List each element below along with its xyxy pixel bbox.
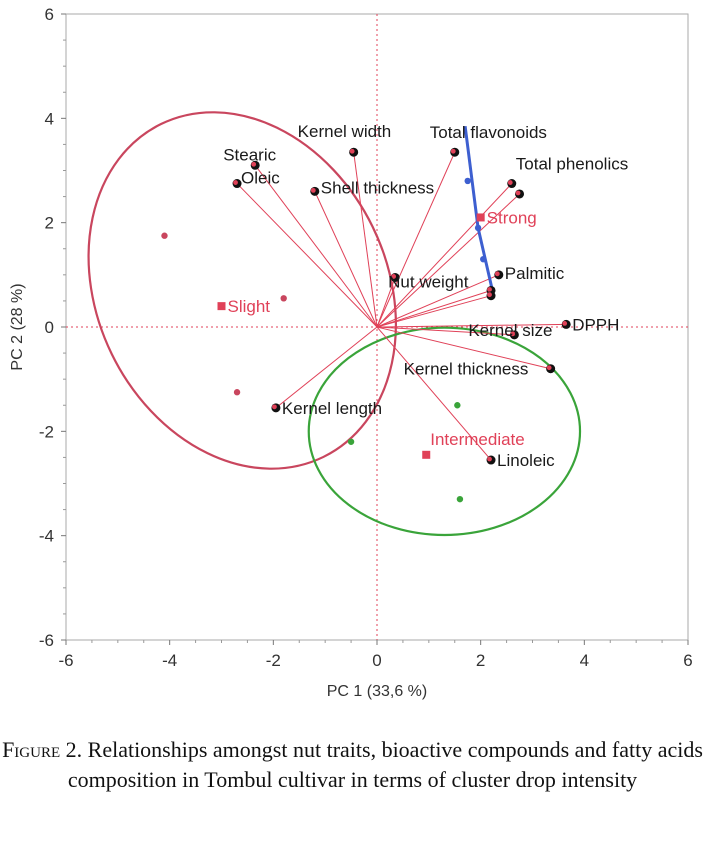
variable-point-accent	[487, 292, 492, 298]
y-tick-label: -4	[39, 527, 54, 546]
variable-point-accent	[349, 148, 355, 154]
loading-vector	[236, 183, 378, 328]
variable-label: Oleic	[241, 169, 280, 188]
caption-text: Relationships amongst nut traits, bioact…	[67, 737, 703, 792]
x-tick-label: 6	[683, 651, 692, 670]
variable-label: Kernel width	[298, 122, 392, 141]
observation-point	[456, 495, 464, 503]
caption-lead: Figure 2.	[2, 737, 83, 762]
variable-point-accent	[487, 287, 492, 292]
ellipse-intermediate	[307, 326, 582, 537]
variable-label: Kernel size	[468, 321, 552, 340]
loading-vector	[376, 323, 567, 328]
variable-point-accent	[507, 180, 513, 185]
x-tick-label: -4	[162, 651, 177, 670]
observation-point	[480, 255, 487, 263]
observation-point	[161, 232, 168, 239]
variable-label: Total flavonoids	[430, 123, 547, 142]
y-tick-label: 6	[45, 5, 54, 24]
y-axis-title: PC 2 (28 %)	[9, 283, 26, 370]
variable-point-accent	[562, 320, 568, 326]
group-label: Strong	[487, 208, 537, 227]
observation-point	[474, 224, 482, 232]
loading-vector	[376, 183, 513, 328]
loading-vector	[376, 193, 520, 328]
observation-point	[280, 295, 287, 302]
variable-point-accent	[391, 274, 397, 279]
x-tick-label: 0	[372, 651, 381, 670]
loading-vector	[376, 274, 500, 328]
group-label: Intermediate	[430, 430, 525, 449]
variable-point-accent	[515, 190, 521, 196]
loading-vector	[314, 191, 378, 328]
variable-point-accent	[546, 365, 552, 371]
x-tick-label: 4	[580, 651, 589, 670]
x-tick-label: 2	[476, 651, 485, 670]
loading-vector	[376, 290, 492, 328]
variable-label: Total phenolics	[516, 155, 628, 174]
variable-point-accent	[510, 331, 516, 337]
loading-vector	[376, 326, 515, 336]
observation-point	[233, 389, 241, 396]
group-centroid	[217, 302, 226, 311]
x-tick-label: -6	[58, 651, 73, 670]
y-tick-label: -2	[39, 422, 54, 441]
variable-label: Kernel length	[282, 399, 382, 418]
loading-vector	[254, 164, 378, 328]
ellipse-slight	[87, 111, 397, 470]
variable-label: DPPH	[572, 315, 619, 334]
variable-point-accent	[233, 180, 238, 185]
variable-point-accent	[272, 404, 277, 410]
variable-point-accent	[487, 456, 492, 462]
group-label: Slight	[228, 297, 271, 316]
variable-point-accent	[494, 271, 500, 277]
variable-point-accent	[310, 187, 316, 193]
x-axis-title: PC 1 (33,6 %)	[327, 683, 427, 700]
loading-vector	[376, 295, 492, 328]
x-tick-label: -2	[266, 651, 281, 670]
variable-label: Kernel thickness	[404, 360, 529, 379]
observation-point	[347, 438, 355, 445]
variable-point-accent	[450, 148, 456, 154]
loading-vector	[376, 152, 456, 328]
y-tick-label: -6	[39, 631, 54, 650]
loading-vector	[353, 152, 378, 328]
figure-caption: Figure 2. Relationships amongst nut trai…	[0, 735, 705, 795]
y-tick-label: 2	[45, 214, 54, 233]
variable-label: Shell thickness	[321, 178, 434, 197]
loading-vector	[376, 326, 551, 370]
variable-point-accent	[251, 161, 257, 167]
variable-label: Stearic	[223, 145, 276, 164]
observation-point	[464, 177, 471, 185]
y-tick-label: 4	[45, 109, 54, 128]
group-centroid	[476, 213, 485, 222]
y-tick-label: 0	[45, 318, 54, 337]
variable-label: Palmitic	[505, 264, 565, 283]
variable-label: Linoleic	[497, 451, 555, 470]
loading-vector	[376, 326, 492, 461]
group-centroid	[422, 450, 431, 459]
biplot-chart: -6 -4 -2 0 2 4 6 6 4 2 0 -2 -4 -6 PC 1 (33,6 %) PC 2 (2…	[9, 5, 693, 700]
variable-label: Nut weight	[388, 272, 469, 291]
loading-vector	[376, 277, 396, 328]
observation-point	[454, 402, 461, 409]
loading-vector	[275, 326, 378, 409]
